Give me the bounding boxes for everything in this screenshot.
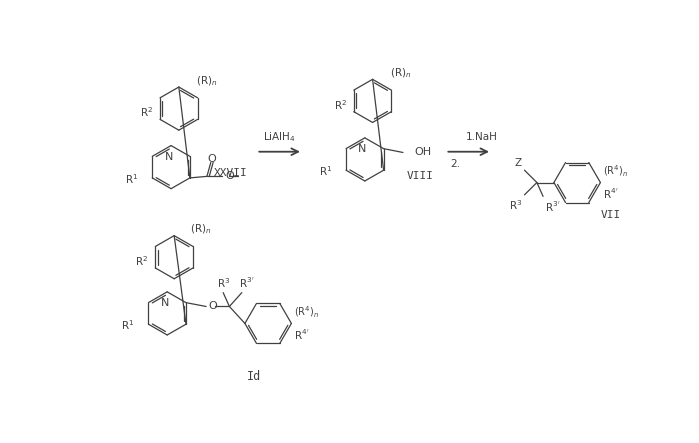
Text: XXVII: XXVII (214, 167, 247, 178)
Text: O: O (208, 302, 217, 311)
Text: 2.: 2. (450, 159, 460, 169)
Text: R$^1$: R$^1$ (125, 172, 138, 186)
Text: VIII: VIII (407, 171, 434, 181)
Text: R$^{3'}$: R$^{3'}$ (545, 200, 561, 214)
Text: R$^2$: R$^2$ (136, 254, 149, 268)
Text: 1.NaH: 1.NaH (466, 132, 498, 142)
Text: R$^{4'}$: R$^{4'}$ (603, 187, 618, 201)
Text: O: O (207, 155, 216, 164)
Text: R$^2$: R$^2$ (140, 105, 153, 119)
Text: R$^1$: R$^1$ (122, 318, 135, 332)
Text: (R$^4$)$_n$: (R$^4$)$_n$ (294, 304, 319, 319)
Text: R$^2$: R$^2$ (334, 98, 347, 112)
Text: R$^{4'}$: R$^{4'}$ (294, 328, 309, 342)
Text: Id: Id (247, 370, 261, 383)
Text: (R$^4$)$_n$: (R$^4$)$_n$ (603, 163, 628, 179)
Text: O: O (226, 171, 234, 181)
Text: R$^3$: R$^3$ (217, 276, 230, 290)
Text: VII: VII (601, 210, 621, 220)
Text: R$^{3'}$: R$^{3'}$ (239, 276, 254, 290)
Text: N: N (164, 152, 173, 162)
Text: N: N (359, 144, 367, 154)
Text: LiAlH$_4$: LiAlH$_4$ (264, 130, 296, 144)
Text: N: N (161, 298, 169, 308)
Text: (R)$_n$: (R)$_n$ (389, 66, 411, 80)
Text: OH: OH (415, 148, 432, 158)
Text: R$^3$: R$^3$ (509, 199, 522, 213)
Text: Z: Z (514, 158, 521, 168)
Text: (R)$_n$: (R)$_n$ (189, 223, 211, 236)
Text: R$^1$: R$^1$ (319, 164, 332, 178)
Text: (R)$_n$: (R)$_n$ (196, 74, 217, 88)
